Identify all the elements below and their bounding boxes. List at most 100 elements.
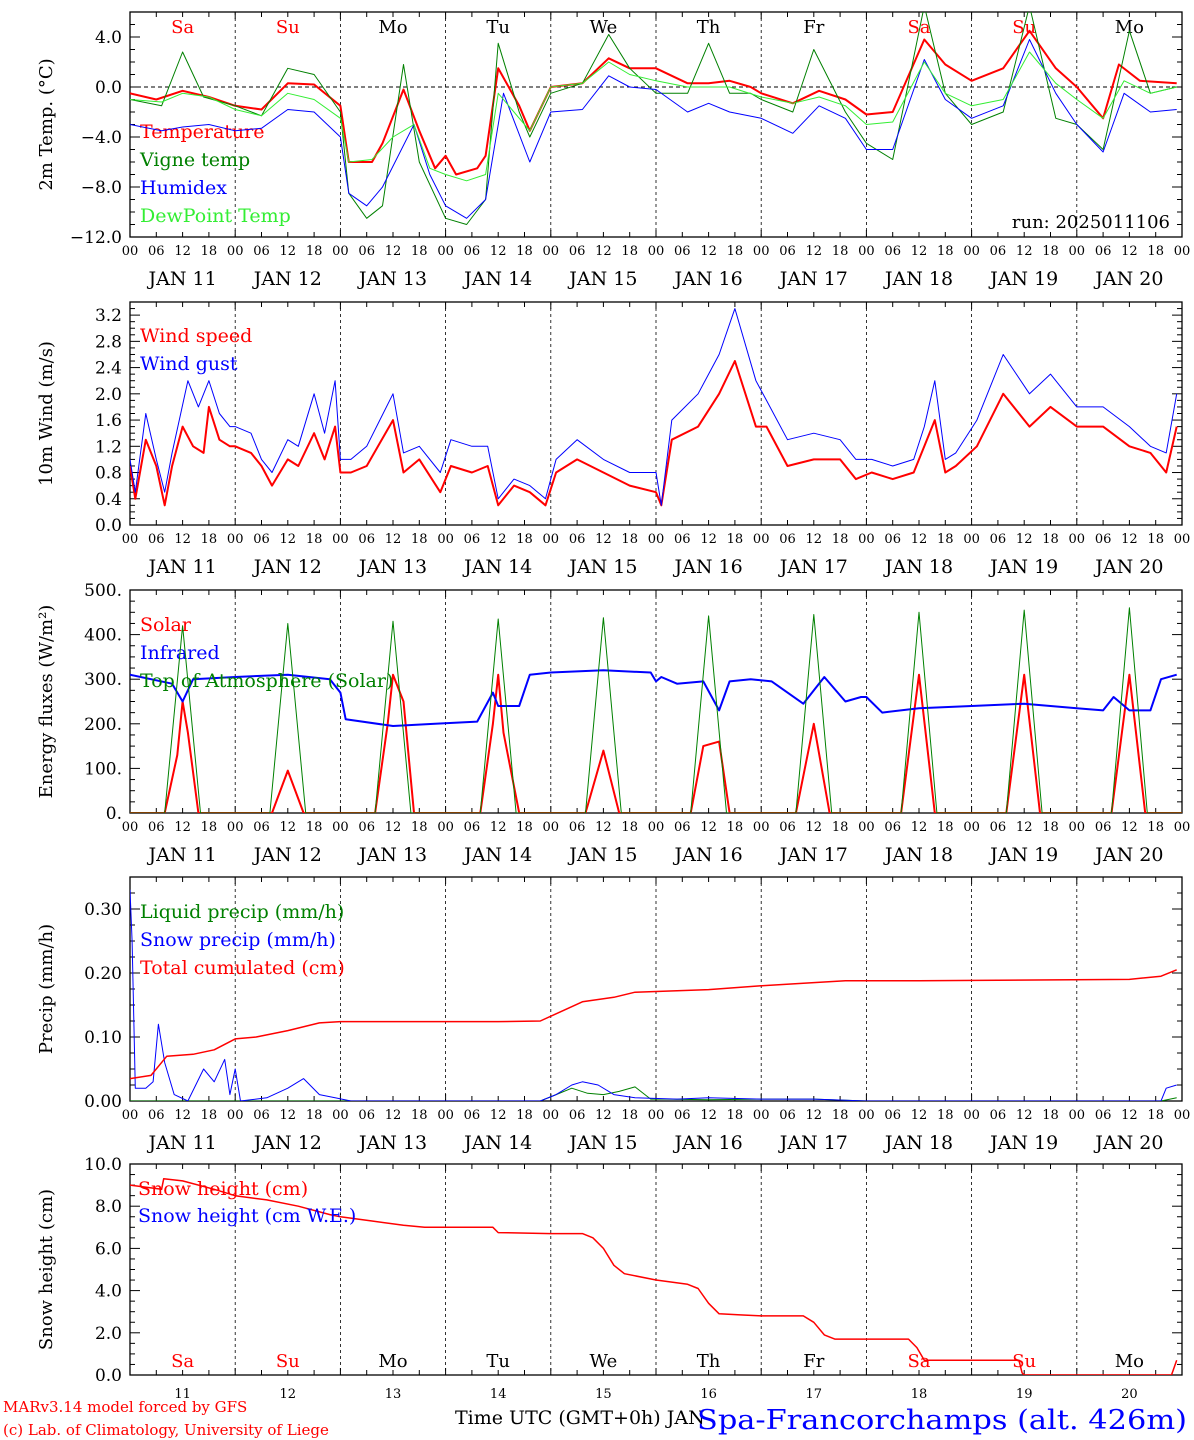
hour-tick-label: 00 <box>753 1108 770 1123</box>
hour-tick-label: 06 <box>1095 532 1112 547</box>
hour-tick-label: 06 <box>464 820 481 835</box>
legend-entry: Snow height (cm) <box>138 1178 308 1200</box>
hour-tick-label: 12 <box>700 532 717 547</box>
legend-entry: Vigne temp <box>139 149 250 171</box>
hour-tick-label: 00 <box>1174 244 1191 259</box>
weekday-label: Fr <box>803 17 824 38</box>
hour-tick-label: 00 <box>753 532 770 547</box>
series-line-1-3 <box>130 39 1177 219</box>
hour-tick-label: 18 <box>306 532 323 547</box>
series-line-5-1 <box>130 1178 1178 1375</box>
hour-tick-label: 06 <box>1095 244 1112 259</box>
date-label: JAN 16 <box>673 1132 743 1154</box>
legend-entry: Snow height (cm W.E.) <box>138 1205 356 1227</box>
date-label: JAN 19 <box>988 844 1058 866</box>
hour-tick-label: 12 <box>595 244 612 259</box>
hour-tick-label: 18 <box>1042 532 1059 547</box>
weekday-label: Tu <box>486 17 510 38</box>
hour-tick-label: 00 <box>648 532 665 547</box>
hour-tick-label: 12 <box>911 820 928 835</box>
panel-3: 0. 100. 200. 300. 400. 500. Energy fluxes (W/m… <box>36 581 1190 866</box>
hour-tick-label: 18 <box>1147 244 1164 259</box>
y-tick-label: 100. <box>84 759 122 779</box>
weekday-label: Mo <box>378 17 407 38</box>
hour-tick-label: 06 <box>148 244 165 259</box>
hour-tick-label: 06 <box>148 532 165 547</box>
y-tick-label: 4.0 <box>95 28 122 48</box>
panel-1: −12.0 −8.0 −4.0 0.0 4.0 2m Temp. (°C) Sa Su Mo Tu… <box>36 11 1191 290</box>
y-tick-label: 10.0 <box>84 1155 122 1175</box>
hour-tick-label: 00 <box>648 244 665 259</box>
hour-tick-label: 06 <box>779 820 796 835</box>
y-tick-label: −4.0 <box>81 128 122 148</box>
hour-tick-label: 06 <box>884 532 901 547</box>
y-tick-label: −12.0 <box>70 228 122 248</box>
date-label: JAN 13 <box>357 268 427 290</box>
panel-2: 0.0 0.4 0.8 1.2 1.6 2.0 2.4 2.8 3.2 10m Wind (m/s… <box>36 301 1190 578</box>
hour-tick-label: 12 <box>1121 820 1138 835</box>
hour-tick-label: 12 <box>385 1108 402 1123</box>
hour-tick-label: 00 <box>122 820 139 835</box>
date-label: JAN 18 <box>883 268 953 290</box>
hour-tick-label: 00 <box>332 1108 349 1123</box>
series-line-4-3 <box>130 969 1177 1080</box>
weekday-label: We <box>590 1351 618 1372</box>
y-tick-label: 0.0 <box>95 1366 122 1386</box>
day-number-label: 16 <box>700 1387 717 1402</box>
hour-tick-label: 00 <box>227 244 244 259</box>
date-label: JAN 17 <box>778 556 848 578</box>
weekday-label: Fr <box>803 1351 824 1372</box>
y-tick-label: 0.00 <box>84 1092 122 1112</box>
hour-tick-label: 00 <box>437 820 454 835</box>
hour-tick-label: 18 <box>516 244 533 259</box>
weekday-label: Sa <box>171 1351 194 1372</box>
hour-tick-label: 18 <box>201 244 218 259</box>
hour-tick-label: 06 <box>358 1108 375 1123</box>
date-label: JAN 12 <box>252 1132 322 1154</box>
hour-tick-label: 12 <box>385 532 402 547</box>
hour-tick-label: 18 <box>516 532 533 547</box>
hour-tick-label: 00 <box>437 244 454 259</box>
hour-tick-label: 00 <box>1174 820 1191 835</box>
weekday-label: Th <box>697 17 721 38</box>
day-number-label: 20 <box>1121 1387 1138 1402</box>
y-tick-label: 0.10 <box>84 1028 122 1048</box>
date-label: JAN 13 <box>357 1132 427 1154</box>
hour-tick-label: 18 <box>937 1108 954 1123</box>
legend-entry: Liquid precip (mm/h) <box>140 901 344 923</box>
y-tick-label: 200. <box>84 715 122 735</box>
hour-tick-label: 12 <box>490 532 507 547</box>
date-label: JAN 15 <box>567 1132 637 1154</box>
date-label: JAN 19 <box>988 556 1058 578</box>
hour-tick-label: 18 <box>937 532 954 547</box>
weekday-label: Su <box>276 1351 300 1372</box>
date-label: JAN 17 <box>778 268 848 290</box>
hour-tick-label: 00 <box>543 1108 560 1123</box>
hour-tick-label: 00 <box>437 1108 454 1123</box>
hour-tick-label: 00 <box>543 532 560 547</box>
hour-tick-label: 06 <box>1095 820 1112 835</box>
hour-tick-label: 18 <box>621 1108 638 1123</box>
date-label: JAN 20 <box>1093 268 1163 290</box>
hour-tick-label: 12 <box>806 244 823 259</box>
date-label: JAN 18 <box>883 556 953 578</box>
hour-tick-label: 00 <box>227 820 244 835</box>
y-tick-label: 2.4 <box>95 359 122 379</box>
y-axis-label: Precip (mm/h) <box>36 924 57 1054</box>
laboratory-credit: (c) Lab. of Climatology, University of L… <box>3 1421 329 1439</box>
series-line-2-1 <box>130 360 1178 507</box>
hour-tick-label: 12 <box>490 1108 507 1123</box>
hour-tick-label: 18 <box>832 244 849 259</box>
hour-tick-label: 12 <box>1016 1108 1033 1123</box>
hour-tick-label: 12 <box>280 820 297 835</box>
hour-tick-label: 06 <box>1095 1108 1112 1123</box>
hour-tick-label: 06 <box>253 532 270 547</box>
hour-tick-label: 12 <box>174 532 191 547</box>
hour-tick-label: 12 <box>1121 244 1138 259</box>
series-line-1-4 <box>130 51 1177 182</box>
hour-tick-label: 00 <box>858 820 875 835</box>
hour-tick-label: 06 <box>674 1108 691 1123</box>
hour-tick-label: 18 <box>727 820 744 835</box>
hour-tick-label: 00 <box>858 1108 875 1123</box>
hour-tick-label: 12 <box>911 244 928 259</box>
